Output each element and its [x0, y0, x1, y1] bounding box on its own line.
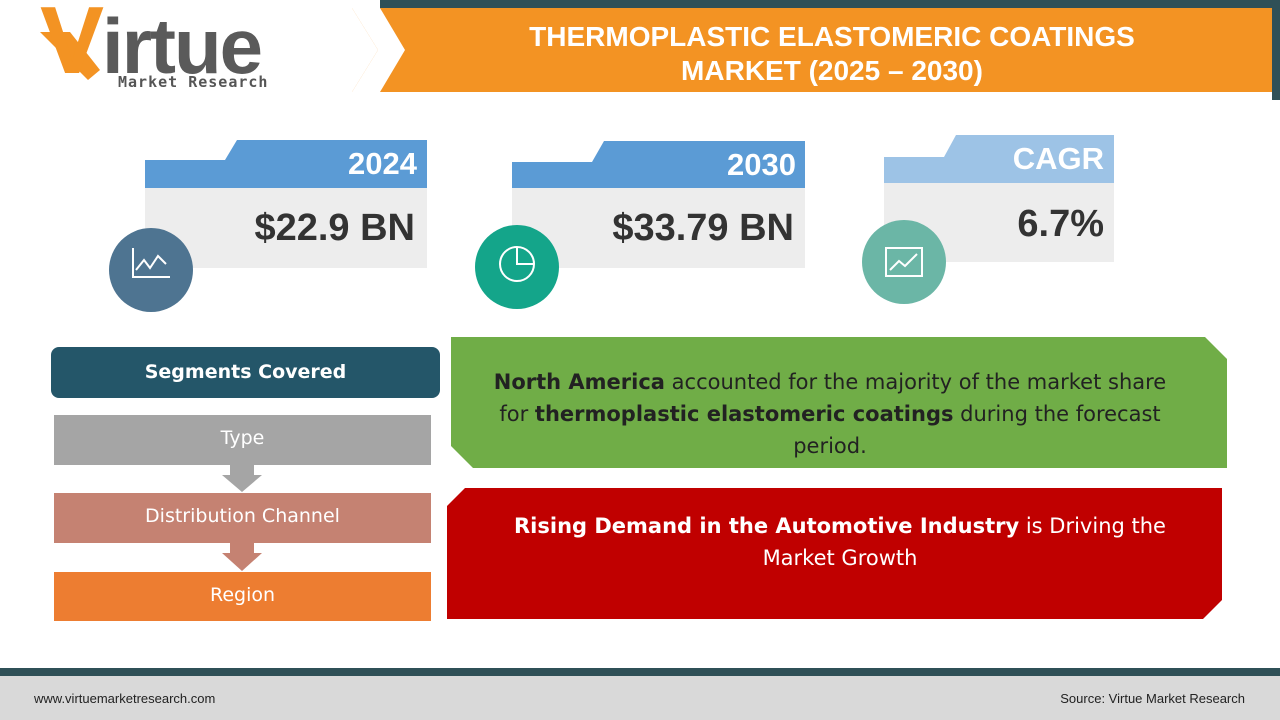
segment: Region: [209, 584, 276, 606]
stat-value: $22.9 BN: [254, 207, 415, 249]
source: Source: Virtue Market Research: [1060, 691, 1245, 706]
icon-circle: [475, 225, 559, 309]
highlight: North America accounted for the majority…: [480, 366, 1180, 462]
footer: [0, 676, 1280, 720]
card-tab: [145, 140, 427, 188]
segment-box: [54, 493, 431, 543]
highlight-box: [451, 337, 1227, 468]
stat-value: $33.79 BN: [612, 207, 794, 249]
highlight-text: accounted for the majority of the market…: [499, 370, 1167, 426]
stat-label: 2024: [348, 146, 417, 181]
card-tab: [884, 135, 1114, 183]
segment: Type: [220, 427, 265, 449]
arrow: [222, 465, 262, 492]
highlight-bold: North America: [493, 370, 665, 394]
title: THERMOPLASTIC ELASTOMERIC COATINGS MARKE…: [400, 20, 1264, 88]
highlight-bold: thermoplastic elastomeric coatings: [534, 402, 954, 426]
icon: [885, 247, 923, 277]
highlight-text: is Driving the Market Growth: [762, 514, 1166, 570]
card-tab: [512, 141, 805, 188]
stat-label: 2030: [727, 147, 796, 182]
segment-box: [54, 572, 431, 621]
top-band-side: [1272, 0, 1280, 100]
card-body: [512, 188, 805, 268]
logo-mark: [40, 32, 100, 80]
segments-header: [51, 347, 440, 398]
logo-initial: V: [40, 0, 104, 94]
title-line: MARKET (2025 – 2030): [681, 55, 983, 86]
logo-name: Virtue: [40, 0, 263, 96]
highlight: Rising Demand in the Automotive Industry…: [480, 510, 1200, 574]
arrow: [222, 543, 262, 571]
chevron: [352, 8, 405, 92]
segment: Distribution Channel: [145, 505, 340, 527]
top-band: [380, 0, 1280, 8]
icon: [132, 248, 170, 278]
icon-circle: [109, 228, 193, 312]
segments-title: Segments Covered: [144, 361, 347, 383]
website: www.virtuemarketresearch.com: [34, 691, 216, 706]
stat-label: CAGR: [1012, 141, 1104, 176]
logo-tagline: Market Research: [118, 73, 269, 91]
icon: [516, 247, 534, 265]
card-body: [145, 188, 427, 268]
highlight-box: [447, 488, 1222, 619]
highlight-text: during the forecast period.: [793, 402, 1161, 458]
title-banner: [352, 8, 1272, 92]
segment-box: [54, 415, 431, 465]
title-line: THERMOPLASTIC ELASTOMERIC COATINGS: [529, 21, 1135, 52]
footer-band: [0, 668, 1280, 676]
highlight-bold: Rising Demand in the Automotive Industry: [514, 514, 1020, 538]
stat-value: 6.7%: [1017, 203, 1104, 245]
icon-circle: [862, 220, 946, 304]
